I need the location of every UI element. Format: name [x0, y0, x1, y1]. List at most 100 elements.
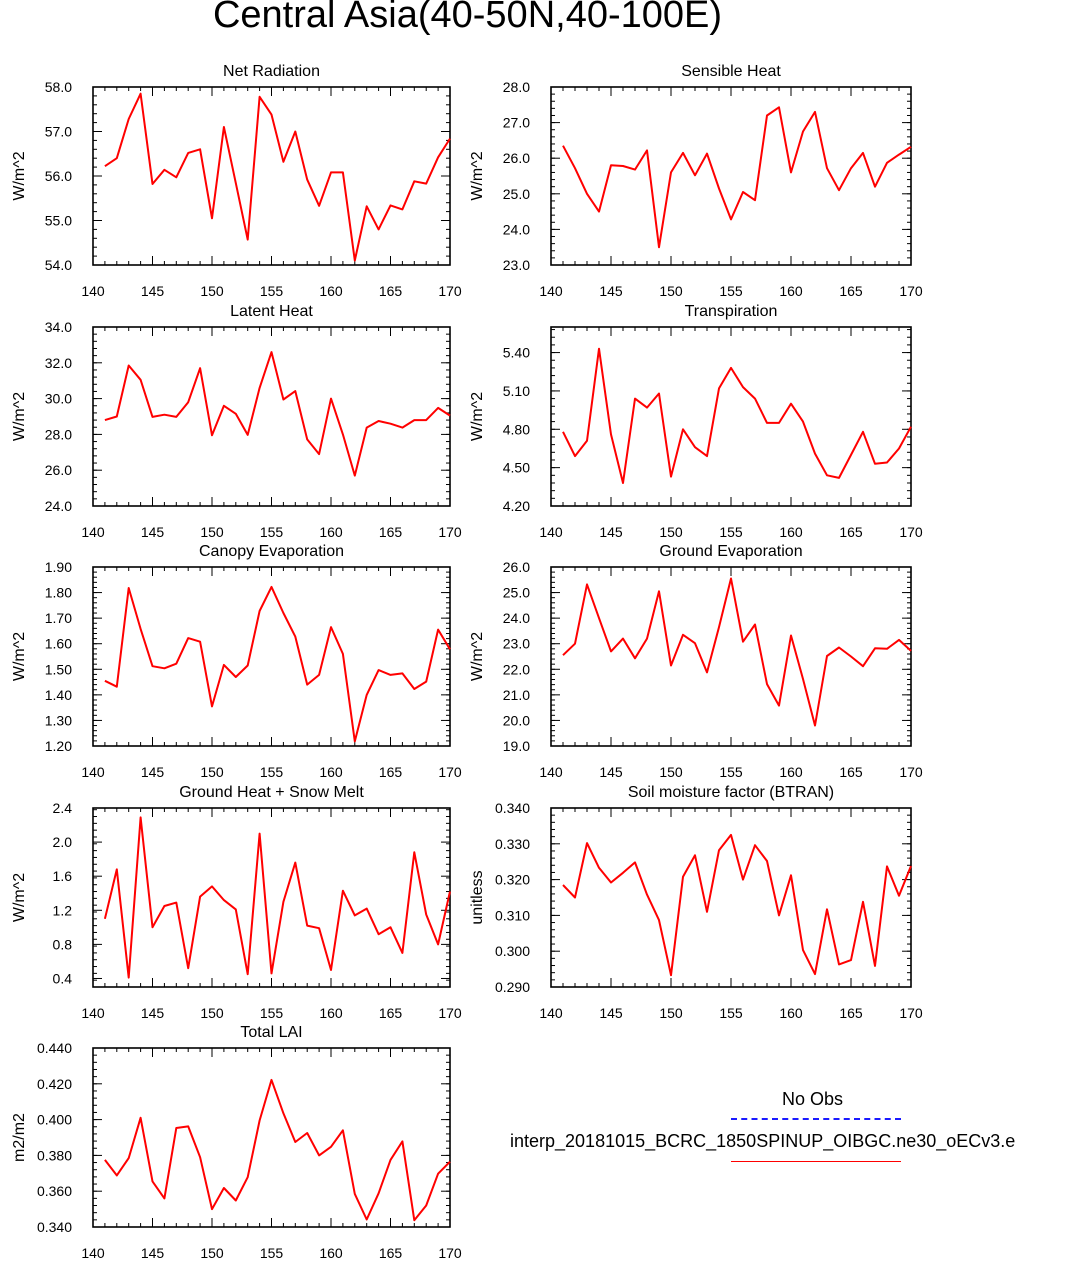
x-tick-label: 165 [379, 1005, 403, 1021]
x-tick-label: 160 [319, 524, 343, 540]
y-axis-label: W/m^2 [469, 632, 486, 681]
y-tick-label: 19.0 [503, 738, 530, 754]
panel-title: Sensible Heat [681, 63, 781, 80]
x-tick-label: 145 [141, 1245, 165, 1261]
y-tick-label: 24.0 [503, 610, 530, 626]
x-tick-label: 170 [899, 1005, 923, 1021]
y-tick-label: 25.0 [503, 585, 530, 601]
x-tick-label: 170 [438, 1005, 462, 1021]
y-tick-label: 0.4 [53, 970, 73, 986]
legend-obs-label: No Obs [782, 1089, 844, 1109]
y-tick-label: 0.340 [37, 1219, 72, 1235]
x-tick-label: 150 [200, 283, 224, 299]
x-tick-label: 145 [599, 764, 623, 780]
x-tick-label: 150 [659, 764, 683, 780]
y-tick-label: 1.6 [53, 868, 73, 884]
y-tick-label: 0.360 [37, 1183, 72, 1199]
x-tick-label: 160 [319, 1245, 343, 1261]
series-line-model [562, 833, 912, 977]
y-tick-label: 23.0 [503, 257, 530, 273]
x-tick-label: 155 [260, 1245, 284, 1261]
y-tick-label: 1.20 [45, 738, 72, 754]
y-tick-label: 1.60 [45, 636, 72, 652]
y-tick-label: 24.0 [45, 498, 72, 514]
legend-obs-line [731, 1118, 901, 1120]
y-axis-label: W/m^2 [11, 151, 28, 200]
x-tick-label: 140 [81, 1005, 105, 1021]
plot-frame [92, 807, 451, 988]
y-tick-label: 23.0 [503, 636, 530, 652]
y-axis-label: W/m^2 [11, 392, 28, 441]
x-tick-label: 150 [659, 1005, 683, 1021]
x-tick-label: 150 [659, 283, 683, 299]
x-tick-label: 145 [141, 764, 165, 780]
x-tick-label: 165 [379, 283, 403, 299]
panel-9: 140 145 150 155 160 165 170 0.340 0.360 0.380 0.40… [11, 1024, 462, 1261]
x-tick-label: 170 [438, 1245, 462, 1261]
panel-title: Soil moisture factor (BTRAN) [628, 784, 834, 801]
y-tick-label: 22.0 [503, 661, 530, 677]
y-tick-label: 24.0 [503, 221, 530, 237]
y-tick-label: 4.20 [503, 498, 530, 514]
x-tick-label: 155 [260, 764, 284, 780]
y-axis-label: W/m^2 [11, 632, 28, 681]
y-tick-label: 5.10 [503, 383, 530, 399]
y-tick-label: 1.80 [45, 585, 72, 601]
y-tick-label: 25.0 [503, 186, 530, 202]
y-tick-label: 26.0 [503, 559, 530, 575]
x-tick-label: 150 [659, 524, 683, 540]
series-line-model [104, 585, 451, 743]
x-tick-label: 150 [200, 1005, 224, 1021]
panel-7: 140 145 150 155 160 165 170 0.4 0.8 1.2 1.6 2.0 2.4 G… [11, 784, 462, 1021]
y-tick-label: 20.0 [503, 712, 530, 728]
x-tick-label: 155 [719, 283, 743, 299]
plot-frame [92, 566, 451, 747]
x-tick-label: 155 [260, 283, 284, 299]
x-tick-label: 145 [141, 1005, 165, 1021]
x-tick-label: 160 [319, 1005, 343, 1021]
figure-title: Central Asia(40-50N,40-100E) [212, 0, 723, 36]
plot-frame [550, 566, 912, 747]
y-tick-label: 32.0 [45, 355, 72, 371]
y-tick-label: 0.440 [37, 1040, 72, 1056]
series-line-model [562, 577, 912, 727]
x-tick-label: 140 [81, 764, 105, 780]
panel-8: 140 145 150 155 160 165 170 0.290 0.300 0.310 0.32… [469, 784, 923, 1021]
x-tick-label: 165 [839, 283, 863, 299]
series-line-model [562, 106, 912, 249]
x-tick-label: 170 [899, 524, 923, 540]
panel-title: Total LAI [240, 1024, 302, 1041]
x-tick-label: 145 [141, 524, 165, 540]
y-tick-label: 1.30 [45, 712, 72, 728]
y-tick-label: 2.4 [53, 800, 73, 816]
x-tick-label: 170 [899, 764, 923, 780]
x-tick-label: 160 [779, 1005, 803, 1021]
y-tick-label: 1.70 [45, 610, 72, 626]
x-tick-label: 165 [839, 764, 863, 780]
x-tick-label: 165 [379, 1245, 403, 1261]
x-tick-label: 160 [779, 524, 803, 540]
x-tick-label: 155 [260, 524, 284, 540]
legend-model-label: interp_20181015_BCRC_1850SPINUP_OIBGC.ne… [510, 1131, 1016, 1151]
y-tick-label: 28.0 [503, 79, 530, 95]
y-tick-label: 0.420 [37, 1076, 72, 1092]
y-tick-label: 26.0 [503, 150, 530, 166]
x-tick-label: 155 [260, 1005, 284, 1021]
series-line-model [562, 347, 912, 484]
y-tick-label: 0.320 [495, 872, 530, 888]
x-tick-label: 155 [719, 764, 743, 780]
x-tick-label: 170 [438, 283, 462, 299]
x-tick-label: 160 [779, 764, 803, 780]
panel-title: Canopy Evaporation [199, 543, 344, 560]
panel-1: 140 145 150 155 160 165 170 54.0 55.0 56.0 57.0 58.… [11, 63, 462, 299]
y-tick-label: 5.40 [503, 345, 530, 361]
y-tick-label: 28.0 [45, 426, 72, 442]
y-tick-label: 56.0 [45, 168, 72, 184]
x-tick-label: 145 [599, 524, 623, 540]
x-tick-label: 150 [200, 764, 224, 780]
y-tick-label: 27.0 [503, 115, 530, 131]
y-tick-label: 26.0 [45, 462, 72, 478]
x-tick-label: 145 [141, 283, 165, 299]
x-tick-label: 140 [539, 764, 563, 780]
series-line-model [104, 92, 451, 262]
